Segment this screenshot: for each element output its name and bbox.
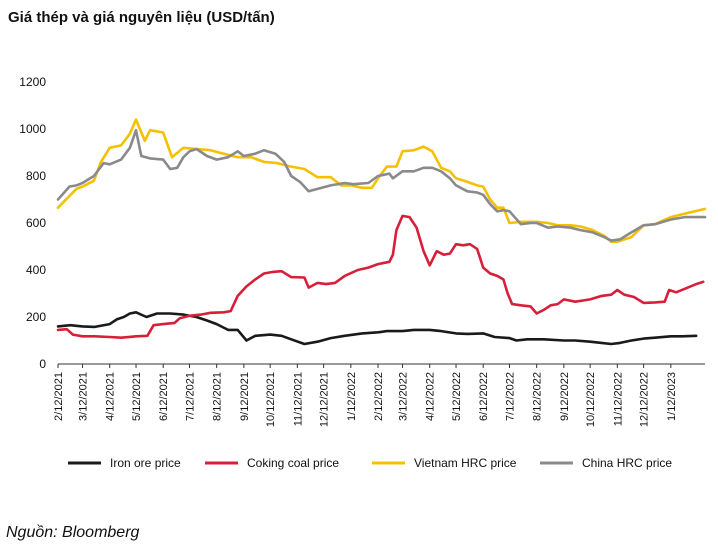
x-tick-label: 6/12/2022 xyxy=(478,372,490,421)
x-tick-label: 6/12/2021 xyxy=(158,372,170,421)
x-tick-label: 10/12/2021 xyxy=(265,372,277,427)
legend-label-coking-coal-price: Coking coal price xyxy=(247,456,339,470)
x-tick-label: 2/12/2021 xyxy=(53,372,65,421)
x-tick-label: 5/12/2021 xyxy=(131,372,143,421)
x-tick-label: 2/12/2022 xyxy=(373,372,385,421)
y-tick-label: 0 xyxy=(39,357,46,371)
x-tick-label: 7/12/2022 xyxy=(504,372,516,421)
x-tick-label: 9/12/2022 xyxy=(559,372,571,421)
x-tick-label: 7/12/2021 xyxy=(185,372,197,421)
y-tick-label: 1200 xyxy=(19,75,46,89)
x-tick-label: 10/12/2022 xyxy=(585,372,597,427)
series-line-coking-coal-price xyxy=(56,214,705,339)
legend-label-china-hrc-price: China HRC price xyxy=(582,456,672,470)
x-tick-label: 8/12/2022 xyxy=(532,372,544,421)
series-line-vietnam-hrc-price xyxy=(56,118,707,244)
x-tick-label: 12/12/2022 xyxy=(639,372,651,427)
series-line-china-hrc-price xyxy=(56,128,707,242)
y-tick-label: 800 xyxy=(26,169,46,183)
chart-title: Giá thép và giá nguyên liệu (USD/tấn) xyxy=(8,9,275,26)
x-axis: 2/12/2021 3/12/2021 4/12/2021 5/12/2021 6/12… xyxy=(53,363,705,427)
x-tick-label: 1/12/2023 xyxy=(666,372,678,421)
x-tick-label: 4/12/2021 xyxy=(105,372,117,421)
series-line-iron-ore-price xyxy=(56,311,698,346)
series-layer xyxy=(56,118,707,346)
legend-label-iron-ore-price: Iron ore price xyxy=(110,456,181,470)
x-tick-label: 9/12/2021 xyxy=(239,372,251,421)
source-note: Nguồn: Bloomberg xyxy=(6,524,140,541)
y-tick-label: 1000 xyxy=(19,122,46,136)
legend-label-vietnam-hrc-price: Vietnam HRC price xyxy=(414,456,517,470)
x-tick-label: 3/12/2022 xyxy=(398,372,410,421)
x-tick-label: 12/12/2021 xyxy=(319,372,331,427)
y-tick-label: 600 xyxy=(26,216,46,230)
x-tick-label: 11/12/2021 xyxy=(292,372,304,426)
x-tick-label: 3/12/2021 xyxy=(78,372,90,421)
y-tick-label: 400 xyxy=(26,263,46,277)
legend: Iron ore price Coking coal price Vietnam H… xyxy=(68,456,672,470)
y-tick-label: 200 xyxy=(26,310,46,324)
x-tick-label: 4/12/2022 xyxy=(425,372,437,421)
x-tick-label: 1/12/2022 xyxy=(346,372,358,421)
y-axis: 0 200 400 600 800 1000 1200 xyxy=(19,75,46,371)
x-tick-label: 11/12/2022 xyxy=(612,372,624,426)
x-tick-label: 8/12/2021 xyxy=(212,372,224,421)
x-tick-label: 5/12/2022 xyxy=(451,372,463,421)
